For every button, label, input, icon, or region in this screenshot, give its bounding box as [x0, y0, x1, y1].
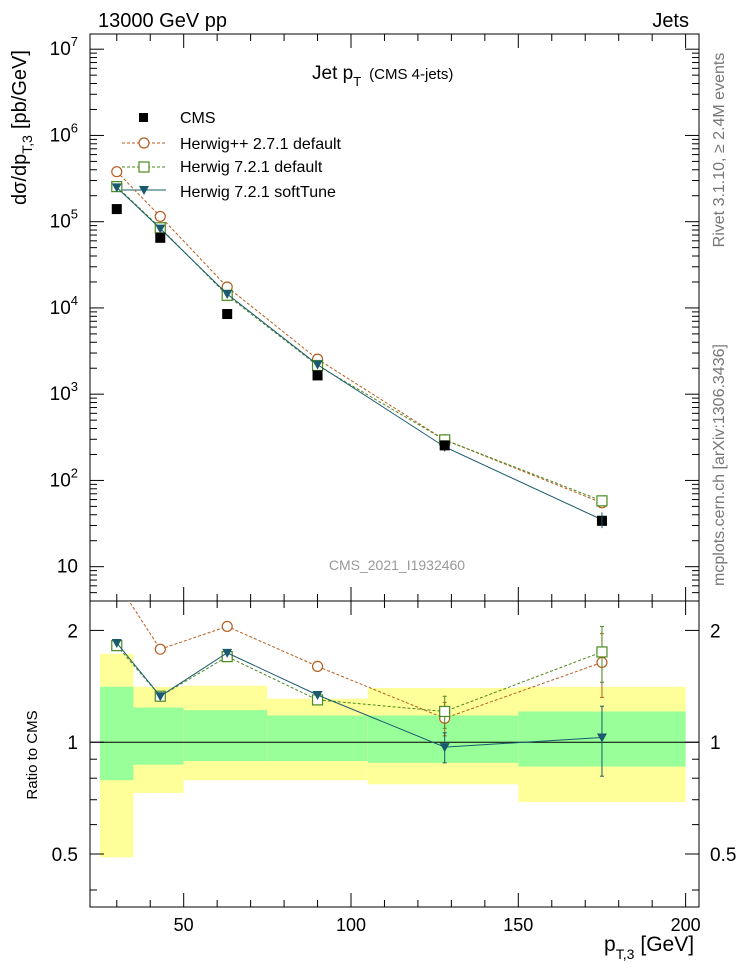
- upper-ytick-label: 107: [50, 34, 78, 60]
- upper-ytick-label: 10: [57, 557, 78, 578]
- ratio-line-0: [128, 601, 603, 719]
- marker-triangle: [439, 743, 450, 753]
- band-inner-1: [133, 707, 184, 765]
- ratio-ytick-label: 0.5: [52, 845, 78, 866]
- cms-point: [155, 232, 166, 243]
- ratio-series: [111, 601, 608, 777]
- upper-ytick-label: 103: [50, 379, 78, 405]
- upper-line-1: [116, 186, 603, 502]
- axis-ticks: 50 100 150 200 10 102 103 104 105 106 107 0.5 0.5 1 1 2…: [50, 34, 736, 935]
- band-inner-2: [183, 710, 268, 762]
- legend-marker-cms: [139, 113, 148, 122]
- ratio-ytick-label-right: 2: [710, 621, 721, 642]
- band-inner-0: [100, 686, 134, 781]
- header-right: Jets: [652, 10, 689, 32]
- x-axis-label: pT,3 [GeV]: [604, 933, 694, 962]
- upper-series: [111, 166, 608, 529]
- marker-circle: [154, 210, 166, 223]
- ratio-ytick-label: 1: [67, 733, 78, 754]
- upper-ytick-label: 104: [50, 293, 78, 319]
- ratio-ytick-label: 2: [67, 621, 78, 642]
- cms-point: [439, 440, 450, 451]
- mcplots-label: mcplots.cern.ch [arXiv:1306.3436]: [711, 344, 728, 586]
- marker-triangle: [312, 691, 323, 701]
- cms-point: [222, 309, 233, 320]
- legend-label-cms: CMS: [180, 110, 216, 127]
- marker-square: [439, 705, 451, 718]
- ratio-line-2: [116, 642, 602, 748]
- legend-label-herwigpp: Herwig++ 2.7.1 default: [180, 136, 342, 153]
- upper-line-2: [116, 187, 603, 521]
- marker-triangle: [222, 290, 233, 300]
- x-tick-label: 150: [503, 915, 533, 935]
- marker-triangle: [111, 183, 122, 193]
- legend-marker-herwigpp: [138, 137, 150, 149]
- ratio-ytick-label-right: 0.5: [710, 845, 736, 866]
- upper-line-0: [116, 171, 603, 504]
- legend: CMS Herwig++ 2.7.1 default Herwig 7.2.1 …: [122, 110, 342, 201]
- x-tick-label: 200: [671, 915, 701, 935]
- x-tick-label: 50: [174, 915, 194, 935]
- marker-triangle: [312, 360, 323, 370]
- marker-triangle: [111, 638, 122, 648]
- marker-circle: [111, 166, 123, 178]
- marker-triangle: [596, 733, 607, 743]
- marker-triangle: [222, 648, 233, 658]
- rivet-label: Rivet 3.1.10, ≥ 2.4M events: [711, 53, 728, 248]
- ratio-frame: [89, 600, 700, 908]
- chart-title: Jet pT (CMS 4-jets): [312, 63, 453, 89]
- header-left: 13000 GeV pp: [98, 10, 227, 32]
- upper-ytick-label: 105: [50, 207, 78, 233]
- marker-circle: [154, 643, 166, 655]
- upper-ytick-label: 106: [50, 120, 78, 146]
- legend-marker-herwig7-softtune: [139, 186, 149, 195]
- marker-square: [596, 495, 608, 507]
- marker-square: [596, 646, 608, 658]
- cms-point: [312, 370, 323, 381]
- ratio-ylabel: Ratio to CMS: [24, 710, 41, 799]
- marker-triangle: [155, 692, 166, 702]
- upper-ylabel: dσ/dpT,3[pb/GeV]: [9, 50, 35, 205]
- cms-point: [111, 204, 122, 215]
- x-tick-label: 100: [336, 915, 366, 935]
- band-inner-3: [267, 715, 368, 762]
- upper-ytick-label: 102: [50, 465, 78, 491]
- marker-triangle: [155, 224, 166, 234]
- analysis-id: CMS_2021_I1932460: [329, 557, 465, 573]
- legend-label-herwig7-default: Herwig 7.2.1 default: [180, 159, 323, 176]
- marker-circle: [311, 660, 324, 673]
- ratio-ytick-label-right: 1: [710, 733, 721, 754]
- legend-marker-herwig7-default: [138, 161, 150, 173]
- legend-label-herwig7-softtune: Herwig 7.2.1 softTune: [180, 184, 336, 201]
- marker-circle: [221, 620, 233, 633]
